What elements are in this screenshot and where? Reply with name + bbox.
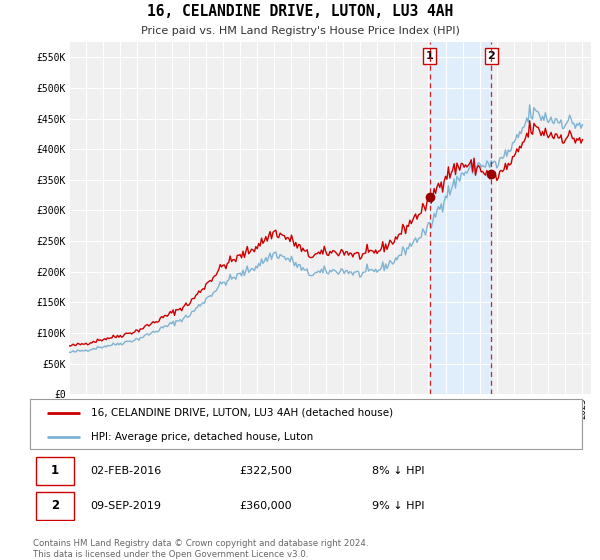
Bar bbox=[430, 42, 491, 394]
Text: 16, CELANDINE DRIVE, LUTON, LU3 4AH (detached house): 16, CELANDINE DRIVE, LUTON, LU3 4AH (det… bbox=[91, 408, 393, 418]
FancyBboxPatch shape bbox=[35, 457, 74, 485]
Text: HPI: Average price, detached house, Luton: HPI: Average price, detached house, Luto… bbox=[91, 432, 313, 441]
Text: Price paid vs. HM Land Registry's House Price Index (HPI): Price paid vs. HM Land Registry's House … bbox=[140, 26, 460, 36]
Text: 2: 2 bbox=[487, 51, 495, 61]
Text: 9% ↓ HPI: 9% ↓ HPI bbox=[372, 501, 425, 511]
Text: Contains HM Land Registry data © Crown copyright and database right 2024.
This d: Contains HM Land Registry data © Crown c… bbox=[33, 539, 368, 559]
Text: 1: 1 bbox=[426, 51, 434, 61]
Text: £360,000: £360,000 bbox=[240, 501, 292, 511]
Text: £322,500: £322,500 bbox=[240, 466, 293, 476]
Text: 1: 1 bbox=[51, 464, 59, 478]
Text: 8% ↓ HPI: 8% ↓ HPI bbox=[372, 466, 425, 476]
FancyBboxPatch shape bbox=[35, 492, 74, 520]
FancyBboxPatch shape bbox=[30, 399, 582, 449]
Text: 09-SEP-2019: 09-SEP-2019 bbox=[91, 501, 162, 511]
Text: 02-FEB-2016: 02-FEB-2016 bbox=[91, 466, 162, 476]
Text: 2: 2 bbox=[51, 500, 59, 512]
Text: 16, CELANDINE DRIVE, LUTON, LU3 4AH: 16, CELANDINE DRIVE, LUTON, LU3 4AH bbox=[147, 4, 453, 18]
